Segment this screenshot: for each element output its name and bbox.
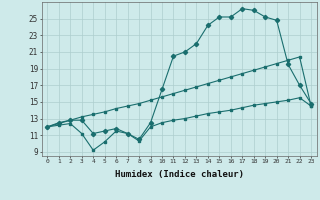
X-axis label: Humidex (Indice chaleur): Humidex (Indice chaleur) bbox=[115, 170, 244, 179]
